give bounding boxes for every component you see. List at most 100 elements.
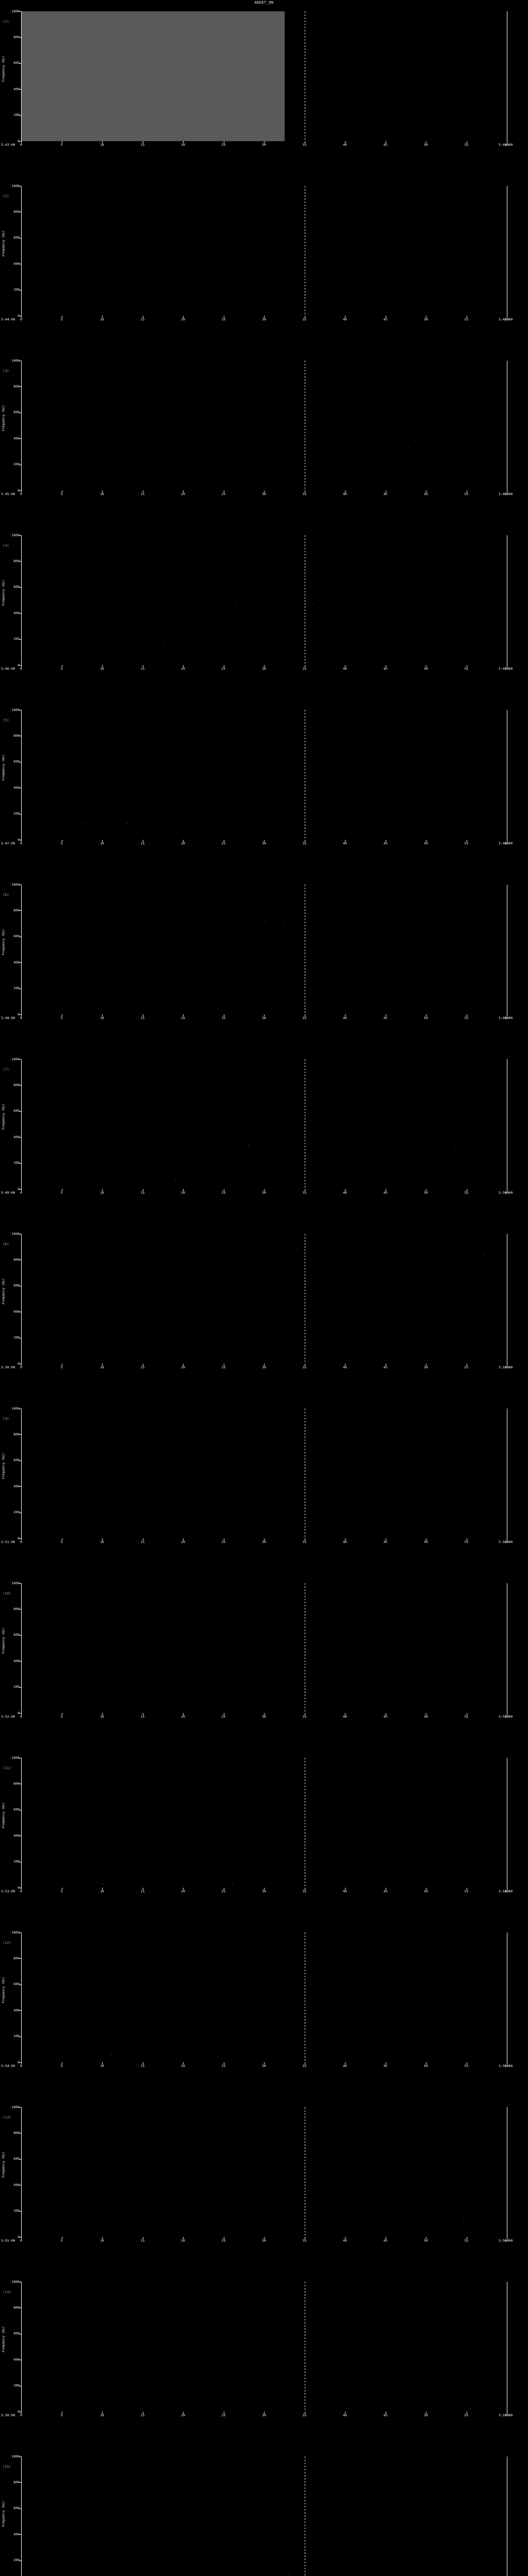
y-tick-mark	[19, 1687, 21, 1688]
x-tick-label: 25	[221, 1016, 226, 1020]
x-tick-mark	[102, 490, 103, 493]
x-tick-label: 25	[221, 2413, 226, 2417]
x-tick-mark	[183, 1713, 184, 1715]
y-tick-label: 600	[13, 1458, 20, 1463]
y-tick-label: 200	[13, 287, 20, 292]
x-tick-label: 55	[464, 2413, 469, 2417]
x-tick-label: 40	[343, 1365, 347, 1369]
y-tick-mark	[19, 386, 21, 387]
x-tick-label: 5	[60, 667, 63, 671]
y-axis-label: Frequency (Hz)	[2, 580, 6, 606]
x-tick-label: 40	[343, 1191, 347, 1195]
noise-speck	[418, 832, 419, 833]
y-tick-mark	[19, 535, 21, 536]
x-tick-label: 20	[181, 1889, 185, 1893]
x-tick-label: 0	[20, 2064, 22, 2068]
panel-end-time: 5:49:00	[499, 1016, 513, 1020]
y-tick-label: 200	[13, 637, 20, 641]
y-axis-label: Frequency (Hz)	[2, 1104, 6, 1130]
panel-index-label: (15)	[3, 2465, 11, 2469]
x-tick-label: 20	[181, 1540, 185, 1544]
x-tick-mark	[21, 141, 22, 143]
plot-area	[21, 1758, 507, 1888]
y-tick-mark	[19, 238, 21, 239]
y-tick-mark	[19, 438, 21, 439]
x-tick-label: 55	[464, 1715, 469, 1719]
y-tick-label: 1000	[11, 1057, 20, 1061]
y-axis-label: Frequency (Hz)	[2, 2326, 6, 2352]
y-tick-label: 0	[0, 1886, 20, 1890]
x-tick-label: 35	[302, 1889, 307, 1893]
y-tick-label: 1000	[11, 9, 20, 13]
x-tick-label: 35	[302, 492, 307, 496]
y-tick-mark	[19, 1661, 21, 1662]
x-tick-label: 5	[60, 1365, 63, 1369]
x-tick-mark	[264, 1888, 265, 1890]
x-tick-mark	[264, 2237, 265, 2239]
x-tick-label: 25	[221, 143, 226, 147]
x-tick-label: 30	[262, 492, 266, 496]
y-tick-mark	[19, 1085, 21, 1086]
x-tick-mark	[21, 1364, 22, 1366]
x-tick-label: 55	[464, 1016, 469, 1020]
x-tick-label: 35	[302, 1016, 307, 1020]
x-tick-mark	[21, 1713, 22, 1715]
x-tick-label: 30	[262, 1540, 266, 1544]
panel-index-label: (1)	[3, 20, 9, 24]
panel-end-time: 5:54:00	[499, 1889, 513, 1893]
panel-start-time: 5:55:00	[1, 2239, 15, 2243]
y-tick-label: 400	[13, 87, 20, 91]
spectrogram-panel: (6) Frequency (Hz) 1000 800 600 400 200 00 5 10 15…	[0, 873, 528, 1048]
x-tick-label: 60	[505, 667, 509, 671]
x-tick-label: 60	[505, 492, 509, 496]
y-tick-label: 1000	[11, 1755, 20, 1760]
noise-speck	[175, 1179, 176, 1180]
x-tick-label: 25	[221, 1365, 226, 1369]
x-tick-label: 60	[505, 1365, 509, 1369]
x-tick-label: 0	[20, 841, 22, 845]
x-tick-label: 30	[262, 1016, 266, 1020]
x-tick-mark	[102, 1538, 103, 1540]
plot-area	[21, 1583, 507, 1713]
y-tick-label: 400	[13, 611, 20, 615]
x-tick-label: 20	[181, 1715, 185, 1719]
x-tick-label: 45	[383, 2239, 388, 2243]
x-tick-mark	[21, 1014, 22, 1016]
panel-end-time: 5:51:00	[499, 1365, 513, 1369]
plot-area	[21, 2107, 507, 2237]
y-tick-label: 0	[0, 1362, 20, 1366]
spectrogram-panel: (11)Frequency (Hz)1000800600400200005101…	[0, 1747, 528, 1921]
spectrogram-panel: (15)Frequency (Hz)1000800600400200005101…	[0, 2445, 528, 2576]
y-axis-label: Frequency (Hz)	[2, 1802, 6, 1828]
x-tick-label: 30	[262, 667, 266, 671]
x-tick-label: 40	[343, 143, 347, 147]
panel-index-label: (6)	[3, 893, 9, 897]
x-tick-label: 50	[424, 2413, 428, 2417]
panel-start-time: 5:43:00	[1, 143, 15, 147]
x-tick-label: 5	[60, 492, 63, 496]
x-tick-label: 55	[464, 2064, 469, 2068]
y-tick-mark	[19, 962, 21, 963]
x-tick-label: 45	[383, 2413, 388, 2417]
y-tick-label: 1000	[11, 2279, 20, 2284]
y-axis-label: Frequency (Hz)	[2, 2151, 6, 2178]
x-tick-mark	[102, 316, 103, 318]
x-tick-label: 25	[221, 1715, 226, 1719]
y-tick-label: 1000	[11, 533, 20, 537]
plot-area	[21, 710, 507, 840]
x-tick-label: 10	[100, 667, 104, 671]
y-tick-label: 0	[0, 488, 20, 493]
panel-index-label: (3)	[3, 369, 9, 373]
x-tick-label: 40	[343, 2064, 347, 2068]
x-tick-label: 60	[505, 1016, 509, 1020]
y-tick-label: 800	[13, 35, 20, 39]
plot-area	[21, 2456, 507, 2576]
y-tick-label: 800	[13, 1257, 20, 1262]
panel-index-label: (4)	[3, 544, 9, 548]
x-tick-label: 5	[60, 1540, 63, 1544]
x-tick-label: 55	[464, 1889, 469, 1893]
x-tick-label: 5	[60, 1889, 63, 1893]
x-tick-label: 50	[424, 1016, 428, 1020]
x-tick-label: 55	[464, 492, 469, 496]
x-tick-mark	[264, 1713, 265, 1715]
